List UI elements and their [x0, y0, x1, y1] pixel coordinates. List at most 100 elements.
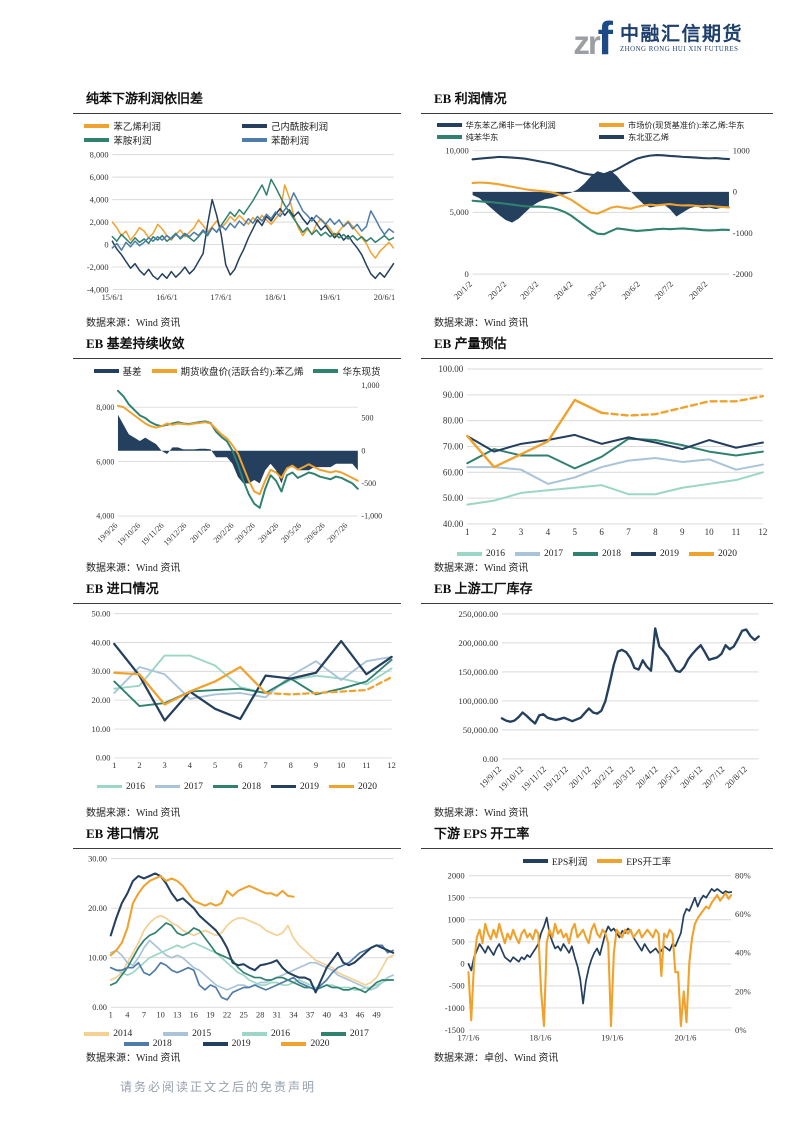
y-axis-tick-label: 80.00 [443, 416, 464, 426]
legend-label: 己内酰胺利润 [271, 123, 329, 133]
series-line [116, 404, 359, 496]
series-line [466, 457, 764, 485]
legend-label: 市场价(现货基准价):苯乙烯:华东 [628, 121, 745, 130]
y-axis-right-tick-label: -2000 [733, 269, 753, 279]
legend-label: 2016 [486, 549, 505, 559]
x-axis-tick-label: 7 [626, 527, 631, 537]
x-axis-tick-label: 19/1/6 [601, 1032, 624, 1042]
series-line [466, 398, 603, 469]
y-axis-tick-label: 30.00 [88, 854, 107, 863]
company-name-cn: 中融汇信期货 [619, 23, 743, 45]
legend-item: 苯胺利润 [84, 133, 232, 147]
disclaimer-footer: 请务必阅读正文之后的免责声明 [120, 1080, 317, 1094]
x-axis-tick-label: 20/6/1 [374, 292, 396, 302]
legend-swatch-icon [599, 135, 624, 139]
y-axis-tick-label: -500 [449, 981, 465, 991]
series-area [117, 414, 358, 484]
legend-swatch-icon [271, 784, 296, 789]
x-axis-tick-label: 1 [112, 760, 116, 770]
y-axis-tick-label: 250,000.00 [458, 609, 498, 619]
y-axis-tick-label: 0 [460, 959, 464, 969]
x-axis-tick-label: 19 [206, 1011, 214, 1020]
legend-label: 华东苯乙烯非一体化利润 [465, 121, 556, 130]
x-axis-tick-label: 20/4/12 [634, 764, 660, 790]
legend-label: 2018 [602, 549, 621, 559]
chart-title: 纯苯下游利润依旧差 [73, 86, 401, 114]
chart-legend: 华东苯乙烯非一体化利润 市场价(现货基准价):苯乙烯:华东 纯苯华东 东北亚乙烯 [421, 119, 773, 143]
series-line [466, 437, 764, 470]
legend-swatch-icon [436, 135, 462, 139]
y-axis-tick-label: 8,000 [96, 403, 114, 412]
x-axis-tick-label: 49 [372, 1011, 380, 1020]
x-axis-tick-label: 4 [546, 527, 551, 537]
legend-swatch-icon [155, 784, 180, 789]
legend-item: 2016 [242, 1029, 311, 1039]
series-line [109, 874, 295, 957]
x-axis-tick-label: 20/1/26 [188, 521, 212, 545]
x-axis-tick-label: 4 [188, 760, 193, 770]
legend-label: 东北亚乙烯 [628, 133, 669, 142]
line-chart-eb-basis: 8,0006,0004,0001,0005000-500-1,00019/9/2… [96, 381, 383, 548]
x-axis-tick-label: 19/11/26 [139, 521, 165, 547]
y-axis-tick-label: 50,000.00 [463, 725, 499, 735]
y-axis-tick-label: -1500 [445, 1025, 465, 1035]
y-axis-right-tick-label: 1000 [733, 146, 750, 156]
series-line [113, 665, 267, 706]
y-axis-right-tick-label: 0 [733, 187, 737, 197]
x-axis-tick-label: 11 [362, 760, 370, 770]
series-line [264, 676, 393, 696]
y-axis-tick-label: 0 [104, 239, 108, 249]
x-axis-tick-label: 37 [306, 1011, 314, 1020]
x-axis-tick-label: 34 [289, 1011, 298, 1020]
series-line [109, 944, 395, 1001]
company-name-en: ZHONG RONG HUI XIN FUTURES [619, 45, 739, 53]
y-axis-tick-label: 0.00 [483, 754, 499, 764]
x-axis-tick-label: 9 [680, 527, 685, 537]
legend-swatch-icon [329, 784, 354, 789]
legend-item: 华东苯乙烯非一体化利润 [436, 119, 595, 131]
legend-swatch-icon [573, 552, 598, 556]
chart-card-eb-output-estimate: EB 产量预估 100.00 90.00 80.00 70.00 60.00 50.00 4… [421, 331, 773, 576]
series-line [466, 471, 764, 506]
x-axis-tick-label: 20/3/26 [233, 521, 257, 545]
series-line [111, 178, 395, 245]
y-axis-tick-label: 30.00 [92, 666, 111, 676]
legend-label: 苯乙烯利润 [113, 123, 161, 133]
chart-legend-bottom: 2014 2015 2016 2017 2018 2019 2020 [73, 1029, 401, 1049]
x-axis-tick-label: 17/6/1 [210, 292, 232, 302]
x-axis-tick-label: 12 [758, 527, 768, 537]
chart-card-eb-port-inventory: EB 港口情况 30.00 20.00 10.00 0.00 1 4 7 10 13 16 19 22… [73, 821, 401, 1066]
x-axis-tick-label: 40 [323, 1011, 331, 1020]
y-axis-tick-label: 60.00 [443, 467, 464, 477]
x-axis-tick-label: 20/5/26 [279, 521, 303, 545]
chart-card-benzene-downstream-profit: 纯苯下游利润依旧差 苯乙烯利润 己内酰胺利润 苯胺利润 苯酚利润 8,000 6,000… [73, 86, 401, 331]
chart-title: EB 产量预估 [421, 331, 773, 359]
y-axis-tick-label: 4,000 [96, 512, 114, 521]
data-source: 数据来源：卓创、Wind 资讯 [434, 1053, 559, 1064]
chart-title: EB 基差持续收敛 [73, 331, 401, 359]
x-axis-tick-label: 19/12/26 [162, 521, 189, 548]
y-axis-tick-label: 150,000.00 [458, 667, 498, 677]
data-source: 数据来源：Wind 资讯 [434, 318, 529, 329]
series-line [113, 639, 393, 722]
y-axis-tick-label: 10.00 [88, 954, 107, 963]
legend-item: 2017 [155, 782, 203, 792]
company-logo: zr f 中融汇信期货 ZHONG RONG HUI XIN FUTURES [573, 15, 743, 61]
legend-label: 华东现货 [342, 368, 381, 378]
data-source: 数据来源：Wind 资讯 [434, 808, 529, 819]
x-axis-tick-label: 10 [705, 527, 715, 537]
legend-label: 2020 [718, 549, 737, 559]
y-axis-right-tick-label: 0 [361, 446, 365, 455]
legend-item: 2019 [202, 1039, 272, 1049]
y-axis-tick-label: 500 [452, 937, 465, 947]
y-axis-tick-label: 5,000 [450, 207, 469, 217]
x-axis-tick-label: 8 [653, 527, 658, 537]
y-axis-tick-label: 40.00 [92, 637, 111, 647]
x-axis-tick-label: 18/1/6 [530, 1032, 553, 1042]
legend-swatch-icon [631, 552, 656, 556]
y-axis-tick-label: 50.00 [92, 608, 111, 618]
y-axis-tick-label: 0 [465, 269, 469, 279]
